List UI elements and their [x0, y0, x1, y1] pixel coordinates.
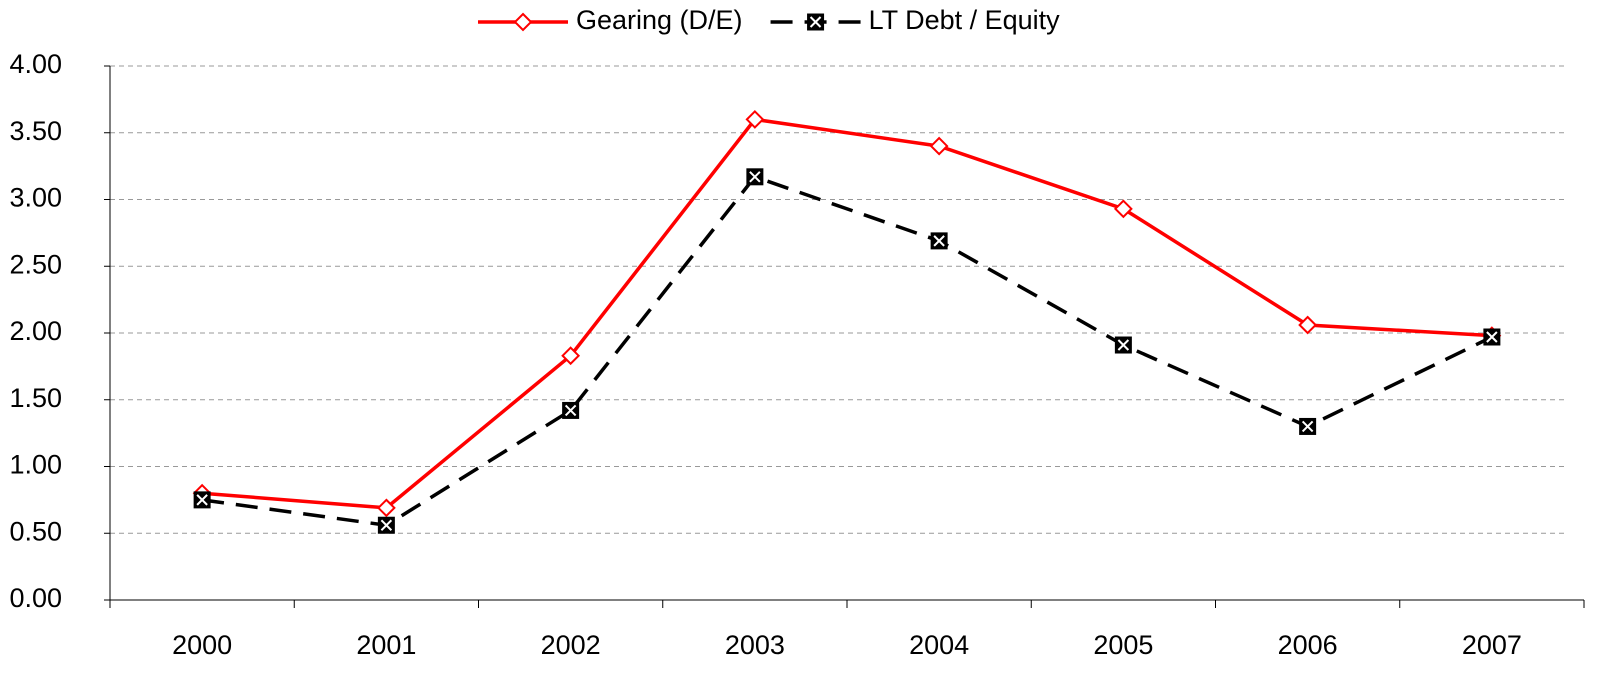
marker: [377, 516, 395, 534]
marker: [1113, 199, 1133, 219]
x-tick-label: 2002: [541, 630, 601, 660]
marker-cross: [933, 235, 945, 247]
marker-cross: [1486, 331, 1498, 343]
y-tick-label: 0.50: [9, 516, 62, 546]
marker: [562, 401, 580, 419]
marker: [807, 13, 825, 31]
marker: [930, 232, 948, 250]
x-tick-label: 2007: [1462, 630, 1522, 660]
marker: [1298, 315, 1318, 335]
marker: [513, 12, 533, 32]
x-tick-label: 2005: [1093, 630, 1153, 660]
y-tick-label: 2.00: [9, 316, 62, 346]
y-tick-label: 1.50: [9, 383, 62, 413]
marker: [1114, 336, 1132, 354]
y-tick-label: 2.50: [9, 249, 62, 279]
marker: [1483, 328, 1501, 346]
marker-cross: [196, 494, 208, 506]
marker-cross: [1117, 339, 1130, 351]
x-tick-label: 2004: [909, 630, 969, 660]
marker: [746, 168, 764, 186]
marker-cross: [380, 519, 393, 531]
marker: [376, 498, 396, 518]
y-tick-label: 3.50: [9, 116, 62, 146]
marker: [1299, 417, 1317, 435]
legend-label: Gearing (D/E): [576, 5, 743, 35]
marker-cross: [1301, 420, 1314, 433]
x-tick-label: 2000: [172, 630, 232, 660]
series-line: [201, 174, 1493, 528]
x-tick-label: 2006: [1278, 630, 1338, 660]
marker: [193, 491, 211, 509]
series-line: [201, 117, 1492, 510]
marker: [561, 346, 581, 366]
x-tick-label: 2001: [356, 630, 416, 660]
y-tick-label: 1.00: [9, 450, 62, 480]
y-tick-label: 3.00: [9, 183, 62, 213]
x-tick-label: 2003: [725, 630, 785, 660]
marker-cross: [564, 404, 577, 417]
legend-label: LT Debt / Equity: [869, 5, 1061, 35]
marker-cross: [809, 16, 822, 28]
marker: [745, 109, 765, 129]
y-tick-label: 0.00: [9, 583, 62, 613]
marker-cross: [749, 171, 761, 183]
marker: [929, 136, 949, 156]
y-tick-label: 4.00: [9, 49, 62, 79]
